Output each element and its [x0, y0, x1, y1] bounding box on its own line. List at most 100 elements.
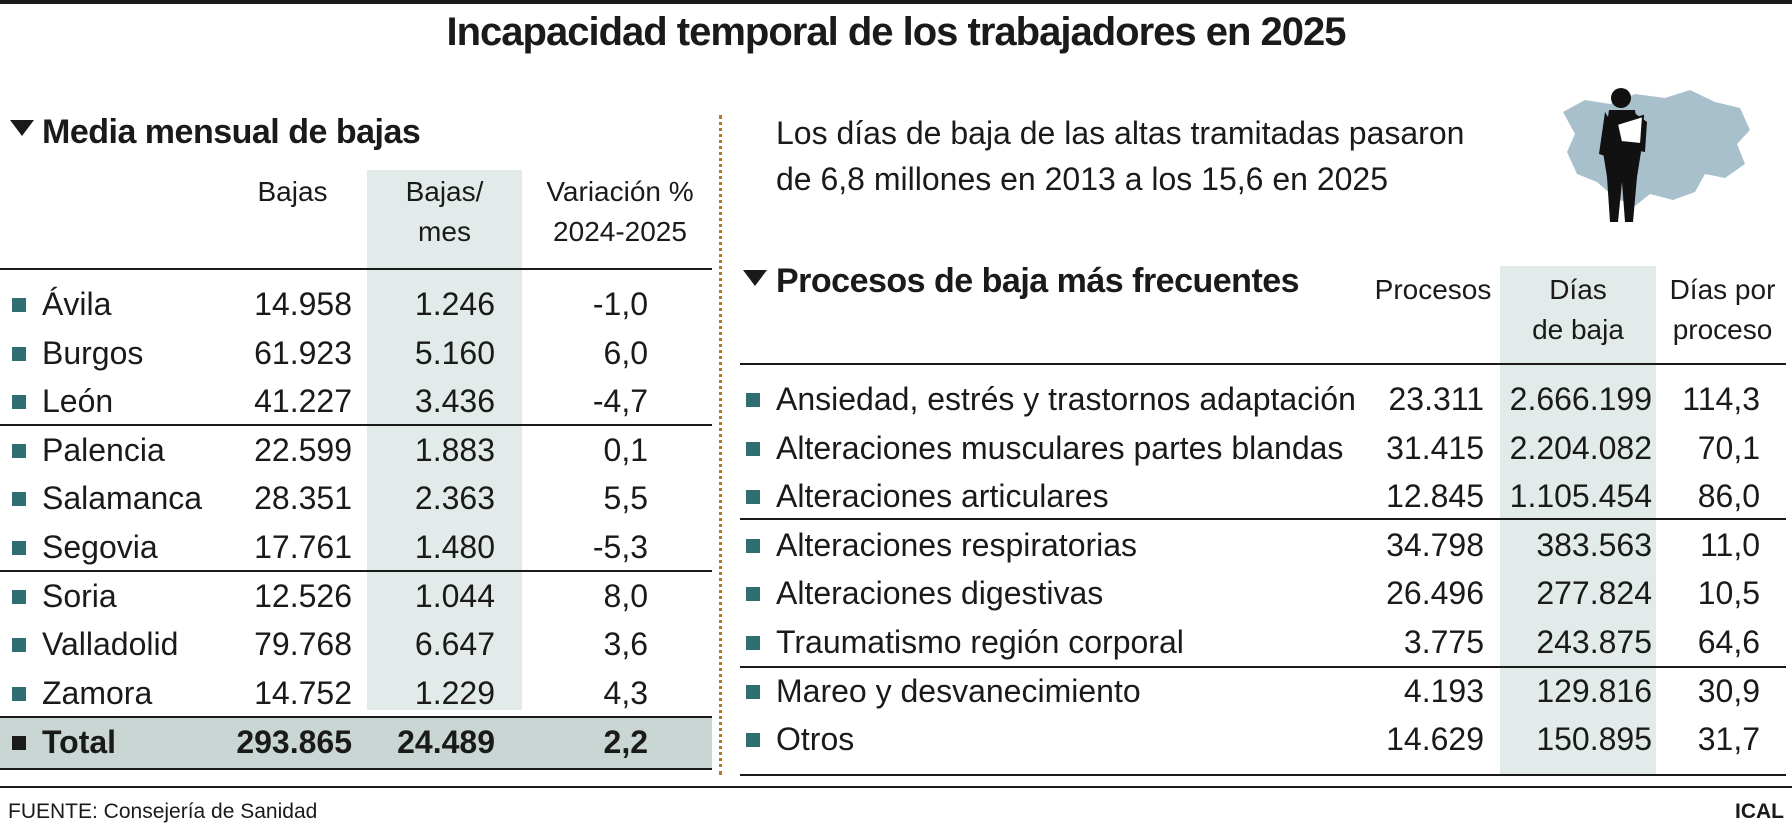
row-bullet-icon [746, 490, 760, 505]
bajas-value: 28.351 [254, 480, 352, 517]
province-row: León 41.227 3.436 -4,7 [0, 377, 712, 425]
dias-proceso-value: 11,0 [1700, 526, 1760, 563]
bajas-mes-value: 1.883 [414, 431, 495, 468]
left-header-bajas: Bajas [257, 176, 328, 207]
row-bullet-icon [12, 589, 26, 604]
province-row: Burgos 61.923 5.160 6,0 [0, 329, 712, 377]
total-bajas-mes: 24.489 [397, 724, 495, 760]
left-section-title: Media mensual de bajas [42, 113, 421, 151]
variacion-value: 8,0 [603, 577, 648, 614]
total-variacion: 2,2 [603, 724, 648, 760]
dias-value: 243.875 [1536, 624, 1652, 660]
process-name: Ansiedad, estrés y trastornos adaptación [776, 381, 1356, 417]
right-header-dias-proceso: Días por proceso [1669, 274, 1776, 345]
row-bullet-icon [746, 636, 760, 650]
left-highlight-column [367, 170, 522, 710]
dias-value: 129.816 [1536, 672, 1652, 709]
left-header-variacion: Variación % 2024-2025 [546, 176, 694, 247]
dias-value: 150.895 [1536, 721, 1652, 758]
bajas-value: 14.752 [254, 674, 352, 711]
process-name: Traumatismo región corporal [776, 624, 1184, 660]
province-row: Valladolid 79.768 6.647 3,6 [0, 620, 712, 668]
province-name: Zamora [42, 674, 153, 711]
province-row: Zamora 14.752 1.229 4,3 [0, 669, 712, 717]
bajas-value: 17.761 [254, 529, 352, 565]
province-name: León [42, 383, 114, 420]
bajas-value: 79.768 [254, 626, 352, 663]
row-bullet-icon [746, 441, 760, 456]
left-bottom-rule [0, 768, 712, 770]
dias-value: 2.204.082 [1509, 429, 1652, 466]
bajas-mes-value: 3.436 [414, 383, 495, 420]
dias-proceso-value: 30,9 [1697, 672, 1760, 709]
province-name: Palencia [42, 431, 165, 468]
left-header-rule [0, 268, 712, 270]
section-divider [719, 115, 722, 775]
process-name: Mareo y desvanecimiento [776, 672, 1141, 709]
province-row: Salamanca 28.351 2.363 5,5 [0, 474, 712, 522]
province-row: Ávila 14.958 1.246 -1,0 [0, 280, 712, 328]
process-row: Alteraciones musculares partes blandas 31… [0, 424, 1792, 472]
bajas-value: 41.227 [254, 383, 352, 420]
page-title: Incapacidad temporal de los trabajadores… [446, 10, 1346, 54]
right-group-rule [740, 666, 1786, 668]
agency-credit: ICAL [1735, 800, 1784, 823]
dias-proceso-value: 86,0 [1697, 478, 1760, 515]
row-bullet-icon [746, 538, 760, 553]
process-row: Alteraciones digestivas 26.496 277.824 10,5 [0, 569, 1792, 617]
bajas-mes-value: 6.647 [414, 626, 495, 663]
bajas-mes-value: 1.044 [414, 577, 495, 614]
procesos-value: 4.193 [1403, 672, 1484, 709]
bajas-value: 61.923 [254, 334, 352, 371]
province-row: Segovia 17.761 1.480 -5,3 [0, 523, 712, 571]
process-name: Otros [776, 721, 855, 758]
province-name: Ávila [42, 286, 112, 322]
bajas-mes-value: 1.480 [414, 529, 495, 565]
right-section-title: Procesos de baja más frecuentes [776, 262, 1300, 300]
row-bullet-icon [12, 443, 26, 458]
process-row: Mareo y desvanecimiento 4.193 129.816 30,9 [0, 667, 1792, 715]
left-total-rule [0, 716, 712, 718]
right-group-rule [740, 518, 1786, 520]
castilla-y-leon-map-icon [1563, 90, 1750, 206]
row-bullet-icon [746, 393, 760, 407]
row-bullet-icon [12, 541, 26, 555]
process-row: Alteraciones articulares 12.845 1.105.454 8… [0, 472, 1792, 520]
row-bullet-icon [12, 492, 26, 507]
dias-proceso-value: 10,5 [1697, 575, 1760, 612]
bajas-value: 22.599 [254, 431, 352, 468]
procesos-value: 23.311 [1388, 381, 1485, 417]
row-bullet-icon [12, 395, 26, 410]
province-name: Soria [42, 577, 117, 614]
row-bullet-icon [746, 587, 760, 602]
right-header-rule [740, 363, 1786, 365]
injured-worker-icon [1563, 88, 1750, 222]
procesos-value: 3.775 [1403, 624, 1484, 660]
row-bullet-icon [746, 684, 760, 699]
right-bottom-rule [740, 774, 1786, 776]
left-group-rule [0, 424, 712, 426]
left-total-band [0, 716, 712, 768]
total-bullet-icon [12, 736, 26, 750]
province-name: Burgos [42, 334, 144, 371]
variacion-value: -1,0 [592, 286, 648, 322]
row-bullet-icon [746, 733, 760, 748]
province-row: Soria 12.526 1.044 8,0 [0, 572, 712, 620]
total-bajas: 293.865 [236, 724, 352, 760]
row-bullet-icon [12, 686, 26, 701]
row-bullet-icon [12, 346, 26, 361]
province-name: Valladolid [42, 626, 179, 663]
variacion-value: 6,0 [603, 334, 648, 371]
process-name: Alteraciones musculares partes blandas [776, 429, 1344, 466]
procesos-value: 14.629 [1386, 721, 1484, 758]
bajas-mes-value: 2.363 [414, 480, 495, 517]
variacion-value: -5,3 [592, 529, 648, 565]
dias-value: 1.105.454 [1509, 478, 1652, 515]
intro-text: Los días de baja de las altas tramitadas… [776, 115, 1465, 197]
dias-value: 2.666.199 [1509, 381, 1652, 417]
bajas-mes-value: 1.229 [414, 674, 495, 711]
variacion-value: 3,6 [603, 626, 648, 663]
bajas-value: 12.526 [254, 577, 352, 614]
dias-value: 277.824 [1536, 575, 1652, 612]
row-bullet-icon [12, 638, 26, 653]
